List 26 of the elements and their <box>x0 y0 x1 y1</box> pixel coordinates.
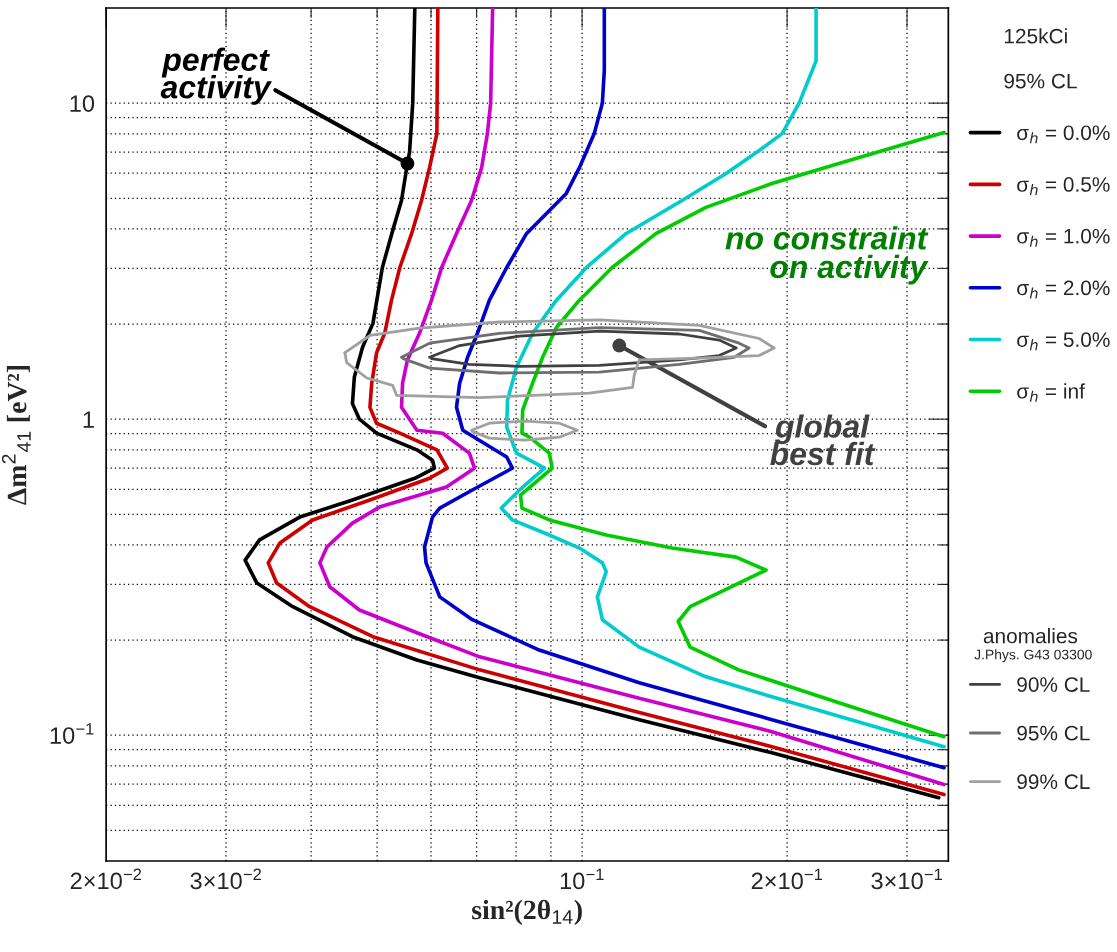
legend-label: σ$_{h}$ = inf <box>1017 383 1085 402</box>
text: J.Phys. G43 03300 <box>974 649 1092 663</box>
legend-label: σ$_{h}$ = 1.0% <box>1017 228 1110 247</box>
y-tick-label: 1 <box>83 411 94 428</box>
legend-title: 125kCi <box>1004 28 1067 44</box>
legend-label: σ$_{h}$ = 5.0% <box>1017 332 1110 351</box>
legend-label: 90% CL <box>1017 677 1090 692</box>
legend-label: 95% CL <box>1017 725 1090 741</box>
y-axis-title: Δm$^{2}$$_{41}$ [eV²] <box>1 366 31 505</box>
annotation: perfect activity <box>160 47 272 105</box>
text: 95% CL <box>1004 73 1077 89</box>
y-tick-label: 10 <box>70 95 95 112</box>
legend-label: σ$_{h}$ = 2.0% <box>1017 280 1110 299</box>
legend-label: σ$_{h}$ = 0.0% <box>1017 125 1110 144</box>
legend-label: 99% CL <box>1017 774 1090 790</box>
x-axis-title: sin²(2θ$_{14}$) <box>472 899 582 925</box>
x-tick-label: 2×10$^{−1}$ <box>751 868 823 890</box>
legend-label: σ$_{h}$ = 0.5% <box>1017 177 1110 196</box>
annotation: global best fit <box>770 414 876 466</box>
x-tick-label: 3×10$^{−2}$ <box>190 868 261 890</box>
x-tick-label: 10$^{−1}$ <box>560 868 604 890</box>
text: anomalies <box>983 628 1078 644</box>
y-tick-label: 10$^{−1}$ <box>50 723 94 744</box>
annotation: no constraint on activity <box>725 226 929 285</box>
x-tick-label: 2×10$^{−2}$ <box>70 868 142 890</box>
x-tick-label: 3×10$^{−1}$ <box>871 868 942 890</box>
